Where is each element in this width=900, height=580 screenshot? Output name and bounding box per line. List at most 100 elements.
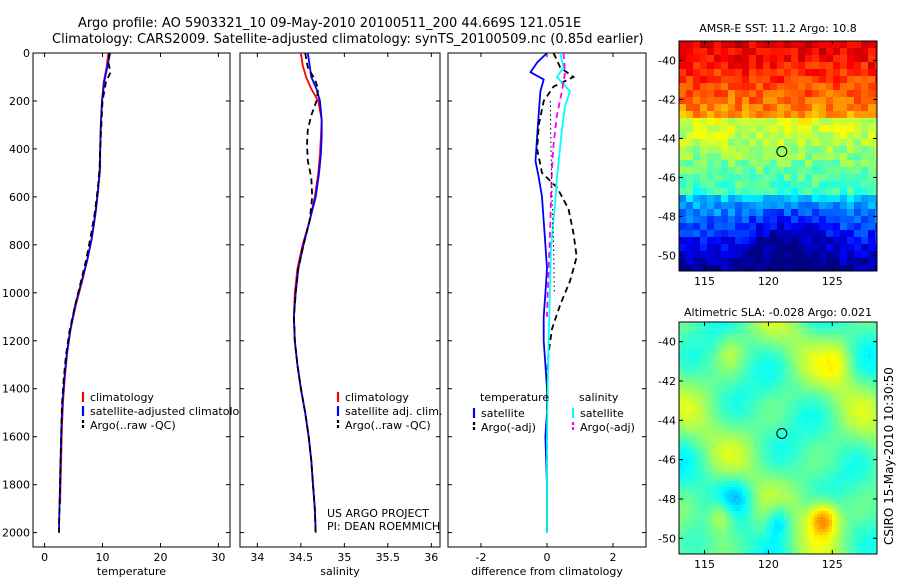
heatmap-cell [700,445,704,449]
heatmap-cell [760,436,764,440]
heatmap-cell [823,343,827,347]
heatmap-cell [868,376,872,380]
heatmap-cell [862,436,866,440]
heatmap-cell [838,460,842,464]
heatmap-cell [840,139,848,147]
heatmap-cell [772,421,776,425]
heatmap-cell [838,469,842,473]
heatmap-cell [712,349,716,353]
heatmap-cell [838,346,842,350]
heatmap-cell [679,430,683,434]
heatmap-cell [850,355,854,359]
heatmap-cell [766,388,770,392]
heatmap-cell [691,340,695,344]
heatmap-cell [859,331,863,335]
heatmap-cell [853,463,857,467]
heatmap-cell [859,436,863,440]
heatmap-cell [811,370,815,374]
heatmap-cell [769,448,773,452]
heatmap-cell [766,448,770,452]
heatmap-cell [682,457,686,461]
heatmap-cell [757,394,761,398]
heatmap-cell [697,472,701,476]
heatmap-cell [784,406,788,410]
heatmap-cell [833,90,841,98]
heatmap-cell [748,385,752,389]
heatmap-cell [712,385,716,389]
heatmap-cell [793,361,797,365]
x-tick-label: 34 [250,551,264,564]
heatmap-cell [862,391,866,395]
heatmap-cell [840,132,848,140]
heatmap-cell [781,340,785,344]
heatmap-cell [805,421,809,425]
heatmap-cell [739,418,743,422]
heatmap-cell [757,460,761,464]
heatmap-cell [697,334,701,338]
heatmap-cell [760,409,764,413]
heatmap-cell [756,76,764,84]
y-tick-label: -50 [658,249,676,262]
heatmap-cell [838,484,842,488]
heatmap-cell [736,460,740,464]
heatmap-cell [679,118,687,126]
heatmap-cell [697,403,701,407]
heatmap-cell [823,493,827,497]
heatmap-cell [703,457,707,461]
heatmap-cell [811,373,815,377]
heatmap-cell [856,493,860,497]
heatmap-cell [805,412,809,416]
heatmap-cell [820,460,824,464]
heatmap-cell [715,415,719,419]
heatmap-cell [718,325,722,329]
heatmap-cell [840,125,848,133]
heatmap-cell [777,258,785,266]
heatmap-cell [772,373,776,377]
heatmap-cell [718,493,722,497]
heatmap-cell [721,457,725,461]
heatmap-cell [802,340,806,344]
heatmap-cell [805,153,813,161]
heatmap-cell [868,451,872,455]
heatmap-cell [835,484,839,488]
heatmap-cell [721,111,729,119]
heatmap-cell [735,230,743,238]
heatmap-cell [781,478,785,482]
heatmap-cell [861,223,869,231]
heatmap-cell [757,352,761,356]
heatmap-cell [682,373,686,377]
heatmap-cell [865,493,869,497]
heatmap-cell [829,394,833,398]
heatmap-cell [691,364,695,368]
heatmap-cell [754,430,758,434]
heatmap-cell [796,472,800,476]
heatmap-cell [778,475,782,479]
heatmap-cell [790,394,794,398]
heatmap-cell [682,490,686,494]
heatmap-cell [691,397,695,401]
heatmap-cell [730,397,734,401]
heatmap-cell [760,481,764,485]
heatmap-cell [714,83,722,91]
heatmap-cell [718,340,722,344]
heatmap-cell [679,451,683,455]
heatmap-cell [820,391,824,395]
heatmap-cell [796,466,800,470]
heatmap-cell [763,349,767,353]
heatmap-cell [793,475,797,479]
heatmap-cell [871,337,875,341]
heatmap-cell [856,379,860,383]
heatmap-cell [770,181,778,189]
heatmap-cell [728,69,736,77]
heatmap-cell [805,424,809,428]
heatmap-cell [739,493,743,497]
heatmap-cell [802,361,806,365]
heatmap-cell [694,358,698,362]
heatmap-cell [802,415,806,419]
heatmap-cell [739,442,743,446]
heatmap-cell [796,454,800,458]
heatmap-cell [775,481,779,485]
heatmap-cell [694,394,698,398]
heatmap-cell [679,472,683,476]
heatmap-cell [865,361,869,365]
